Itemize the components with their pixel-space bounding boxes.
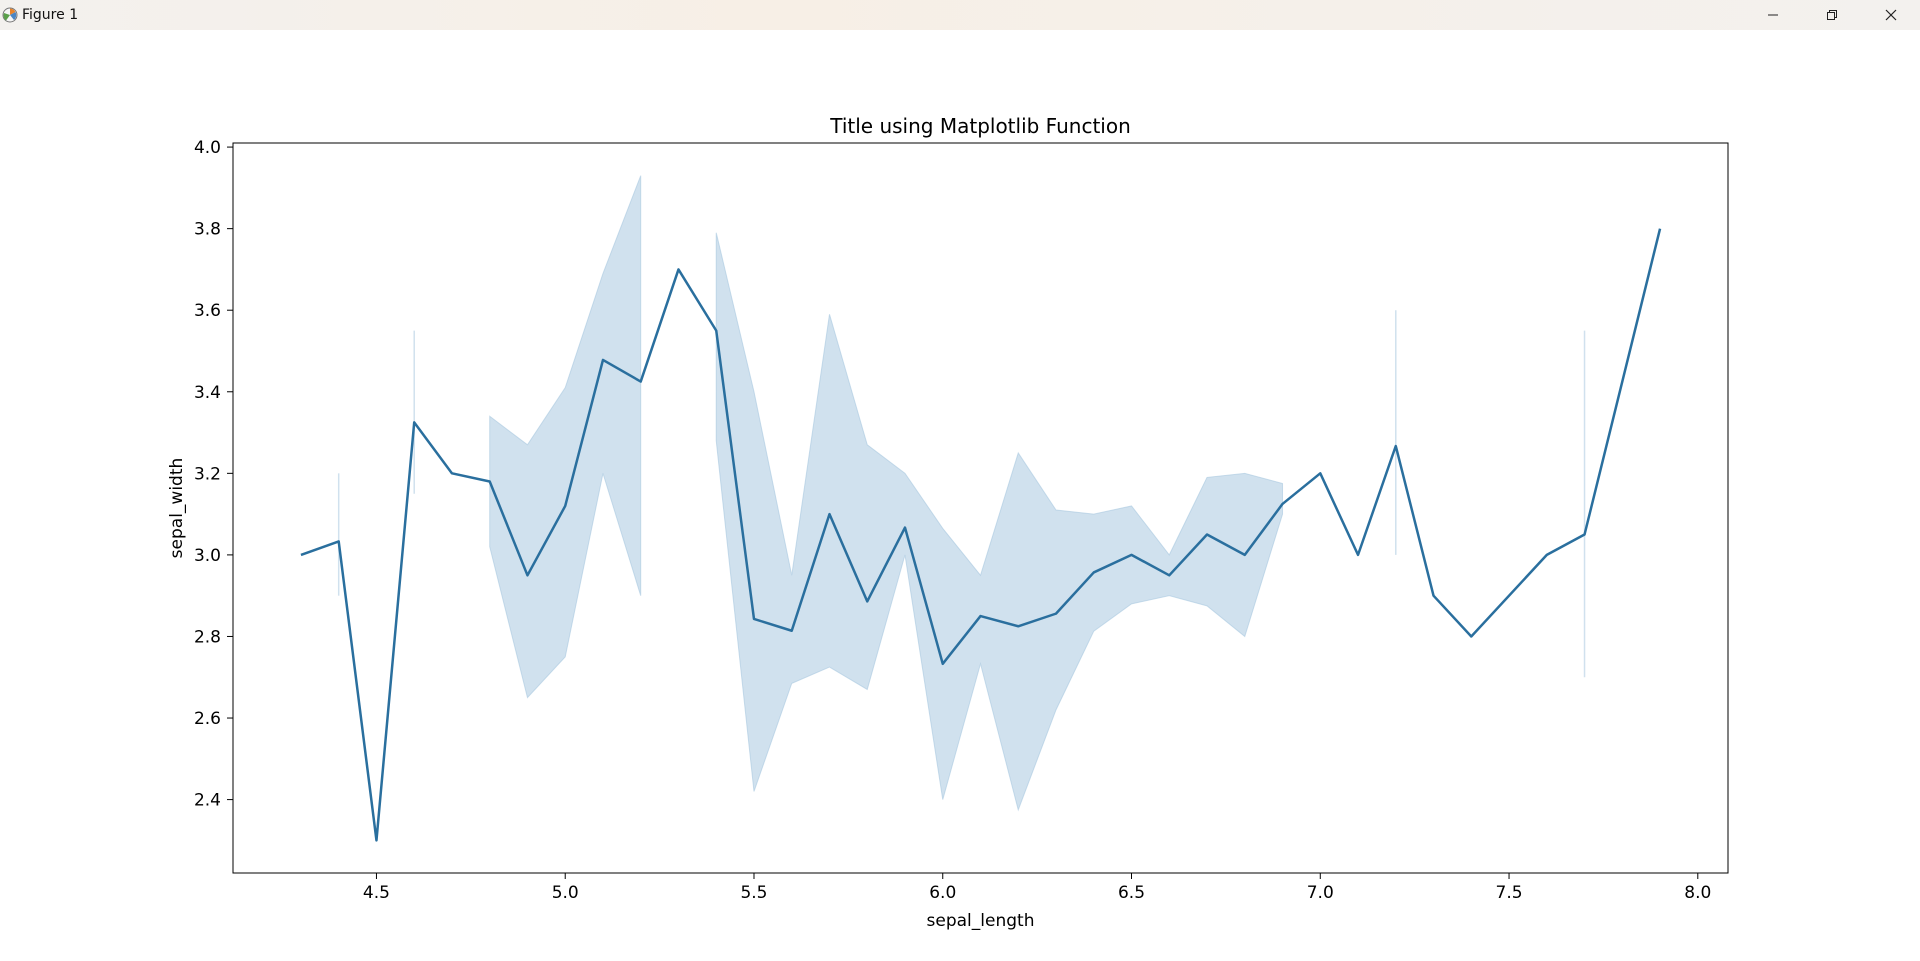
close-button[interactable] [1861,0,1920,30]
y-tick-label: 2.8 [194,627,221,647]
restore-button[interactable] [1802,0,1861,30]
y-tick-label: 3.6 [194,301,221,321]
window-title: Figure 1 [22,7,79,23]
x-tick-label: 8.0 [1684,883,1711,903]
x-tick-label: 7.5 [1496,883,1523,903]
series-line-layer [300,228,1662,842]
y-tick-label: 2.4 [194,791,221,811]
restore-icon [1826,10,1837,20]
y-tick-label: 2.6 [194,709,221,729]
x-tick-label: 7.0 [1307,883,1334,903]
close-icon [1885,9,1896,21]
window-titlebar: Figure 1 [0,0,1920,30]
ci-band-segment [489,175,642,699]
minimize-button[interactable] [1743,0,1802,30]
x-axis-ticks: 4.5 5.0 5.5 6.0 6.5 7.0 7.5 8.0 [363,873,1711,903]
x-tick-label: 5.5 [740,883,767,903]
ci-band-segment [715,232,1284,812]
y-tick-label: 3.4 [194,383,221,403]
series-line [300,228,1662,842]
y-tick-label: 4.0 [194,138,221,158]
window-controls [1743,0,1920,30]
x-tick-label: 5.0 [552,883,579,903]
chart: 4.5 5.0 5.5 6.0 6.5 7.0 7.5 8.0 2.4 2.6 2.8 3.0 3.2… [167,114,1729,931]
x-tick-label: 6.5 [1118,883,1145,903]
ci-band-layer [337,175,1586,812]
y-tick-label: 3.8 [194,220,221,240]
y-axis-ticks: 2.4 2.6 2.8 3.0 3.2 3.4 3.6 3.8 4.0 [194,138,233,811]
matplotlib-logo-icon [2,7,18,23]
x-tick-label: 4.5 [363,883,390,903]
x-tick-label: 6.0 [929,883,956,903]
axes-frame [232,142,1729,874]
minimize-icon [1767,14,1778,16]
y-tick-label: 3.0 [194,546,221,566]
y-axis-label: sepal_width [167,458,187,559]
chart-title: Title using Matplotlib Function [829,114,1131,138]
x-axis-label: sepal_length [927,911,1035,931]
y-tick-label: 3.2 [194,464,221,484]
